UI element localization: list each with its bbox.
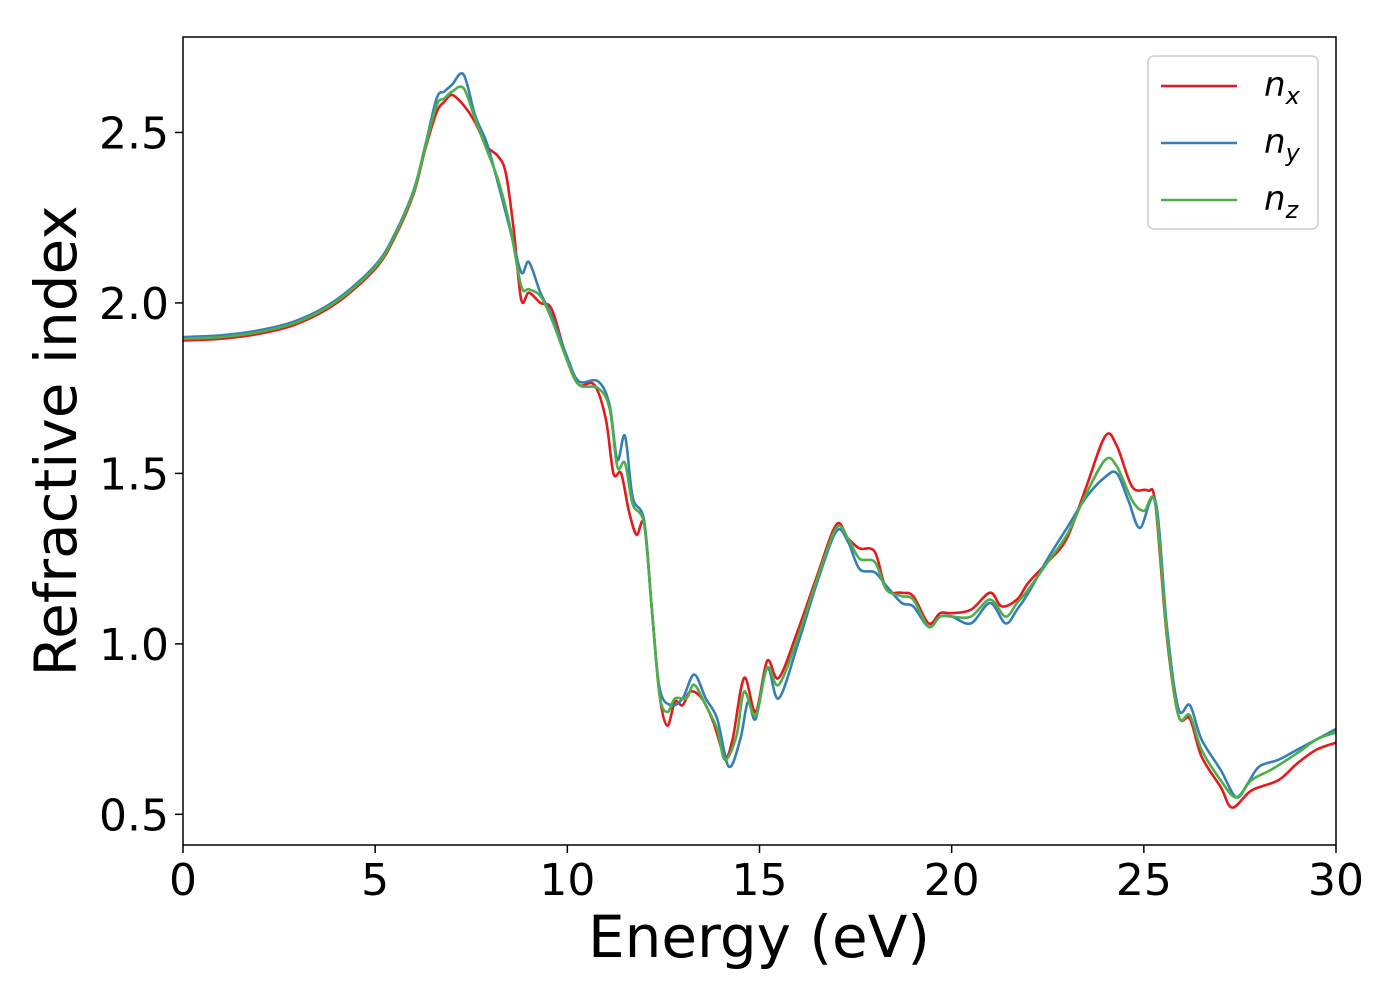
x-axis-title: Energy (eV) xyxy=(588,903,930,971)
y-axis-title: Refractive index xyxy=(22,205,90,676)
y-tick-label: 2.0 xyxy=(99,279,169,330)
y-tick-label: 1.5 xyxy=(99,449,169,500)
series-line-n-z xyxy=(183,85,1336,799)
x-tick-label: 0 xyxy=(169,855,197,906)
legend-label-y: ny xyxy=(1264,122,1301,167)
legend-label-z: nz xyxy=(1264,179,1300,224)
legend-label-x: nx xyxy=(1264,65,1301,110)
x-tick-label: 20 xyxy=(924,855,980,906)
x-tick-label: 25 xyxy=(1116,855,1172,906)
series-layer xyxy=(183,72,1336,809)
x-axis: 0 5 10 15 20 25 30 xyxy=(169,845,1364,906)
y-axis: 0.5 1.0 1.5 2.0 2.5 xyxy=(99,108,183,841)
legend: nx ny nz xyxy=(1147,55,1319,230)
x-tick-label: 5 xyxy=(361,855,389,906)
x-tick-label: 10 xyxy=(539,855,595,906)
x-tick-label: 30 xyxy=(1308,855,1364,906)
y-tick-label: 2.5 xyxy=(99,108,169,159)
y-tick-label: 1.0 xyxy=(99,620,169,671)
x-tick-label: 15 xyxy=(732,855,788,906)
y-tick-label: 0.5 xyxy=(99,790,169,841)
